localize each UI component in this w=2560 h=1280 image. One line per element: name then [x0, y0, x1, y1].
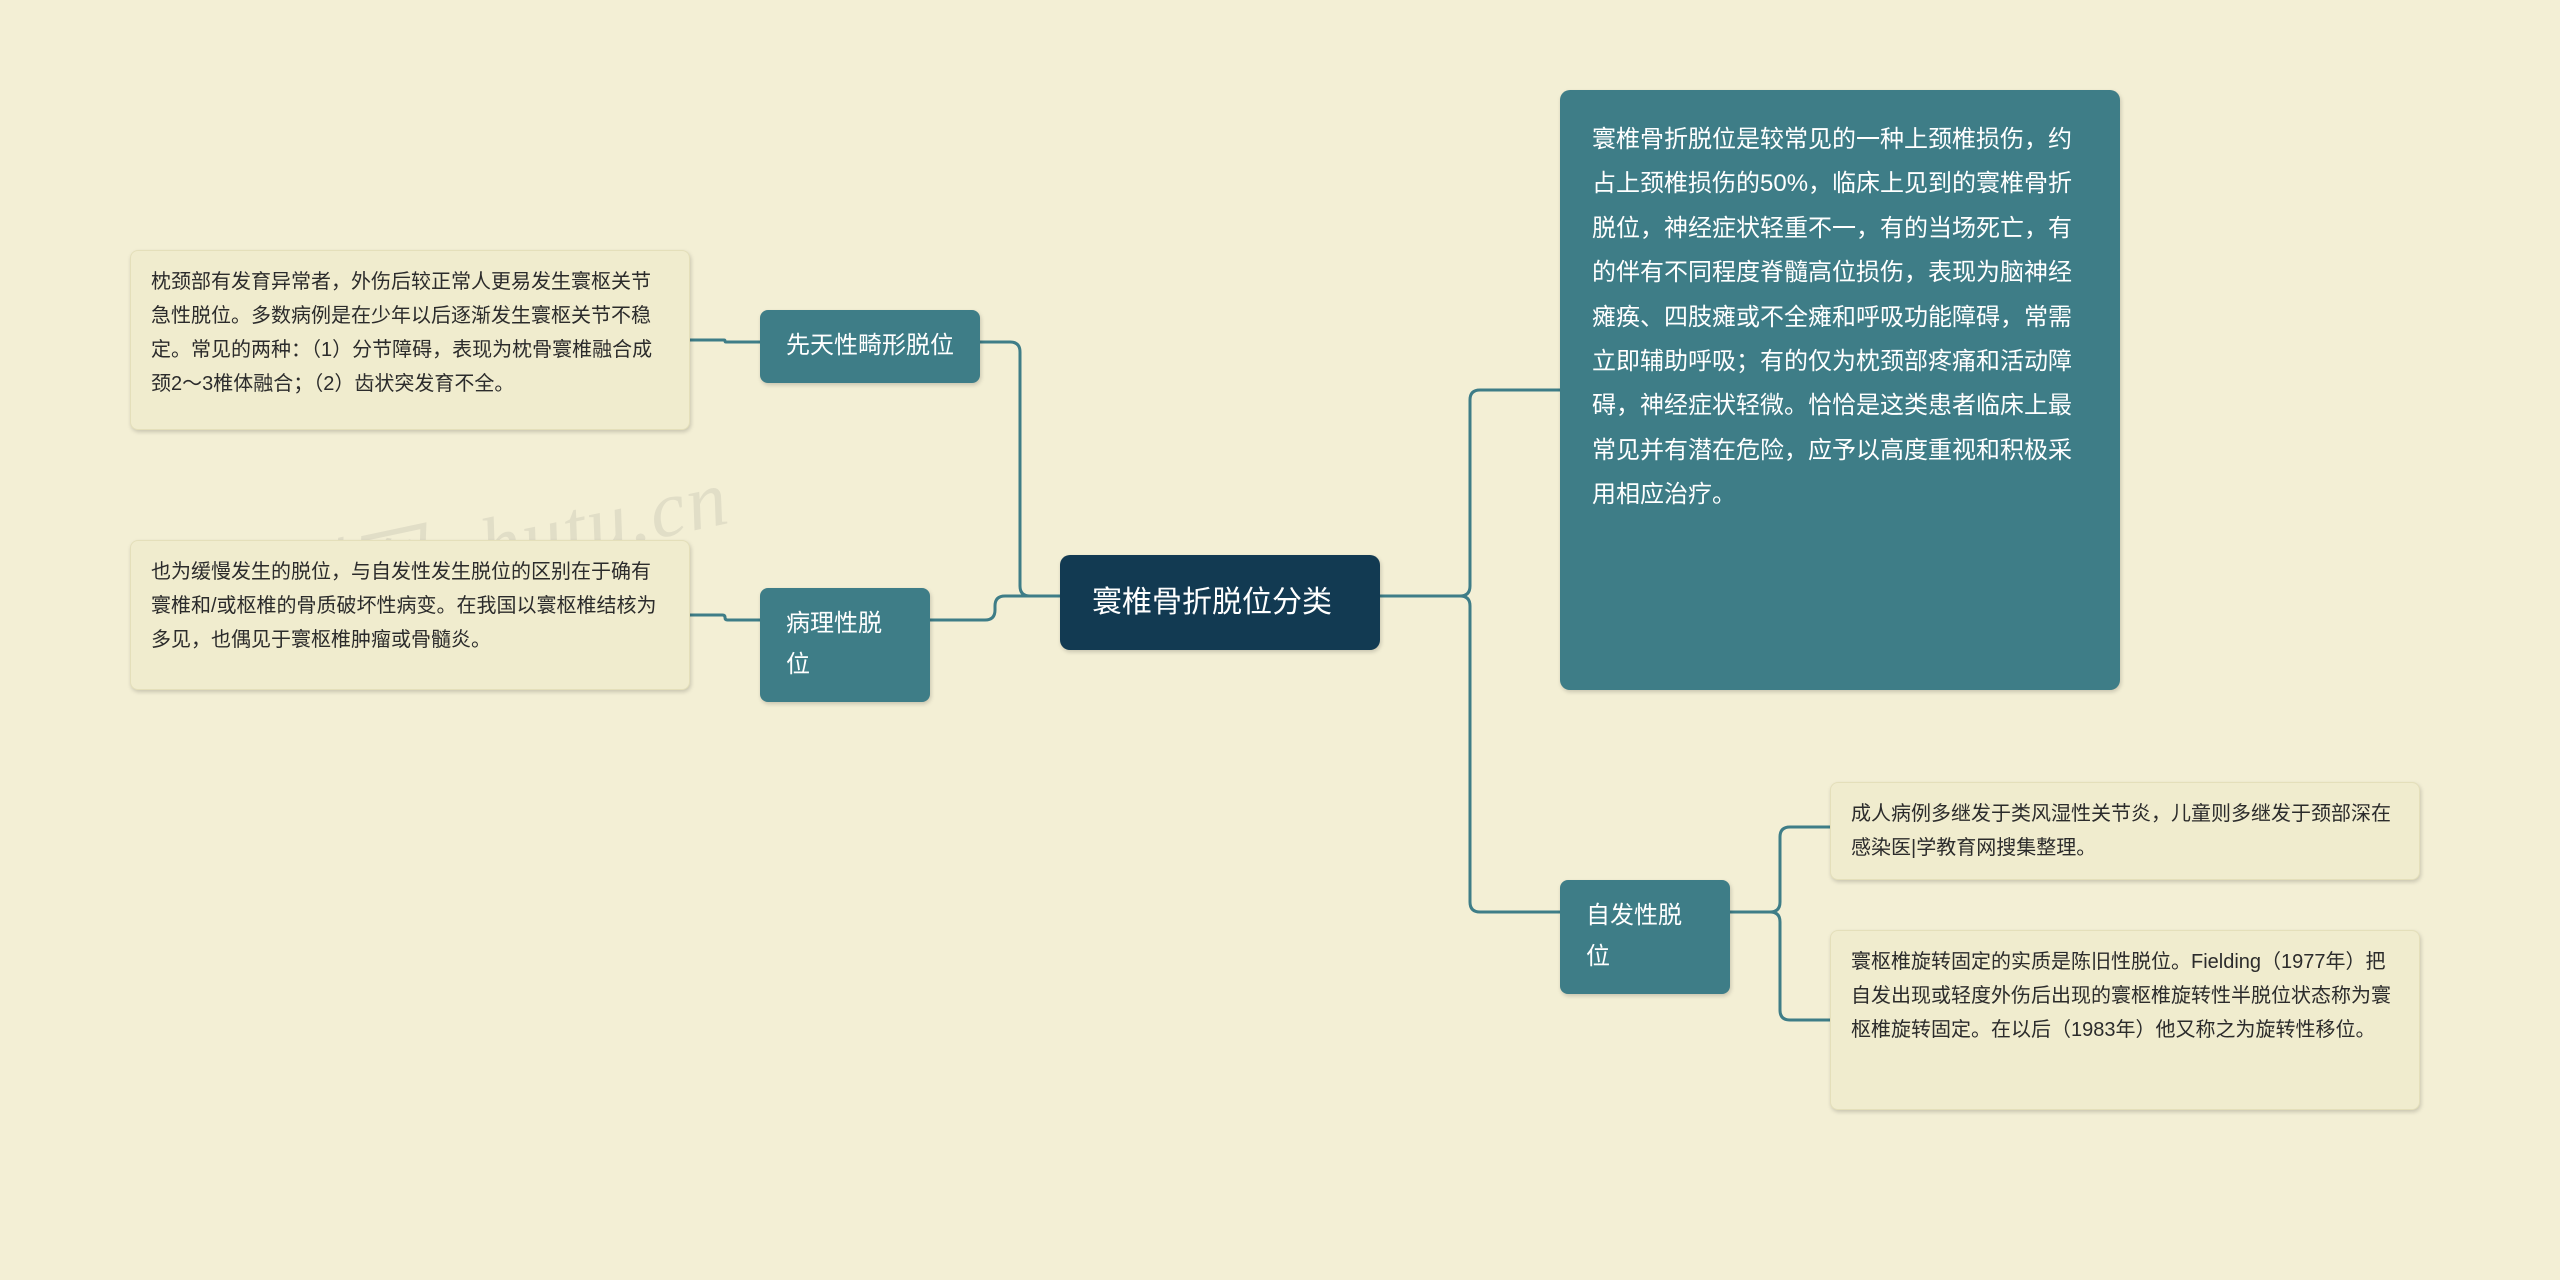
connector [690, 340, 760, 342]
branch-pathological: 病理性脱位 [760, 588, 930, 702]
connector [1730, 827, 1830, 912]
branch-spontaneous: 自发性脱位 [1560, 880, 1730, 994]
leaf-congenital: 枕颈部有发育异常者，外伤后较正常人更易发生寰枢关节急性脱位。多数病例是在少年以后… [130, 250, 690, 430]
connector [980, 342, 1060, 596]
leaf-spontaneous-1: 成人病例多继发于类风湿性关节炎，儿童则多继发于颈部深在感染医|学教育网搜集整理。 [1830, 782, 2420, 880]
leaf-spontaneous-2: 寰枢椎旋转固定的实质是陈旧性脱位。Fielding（1977年）把自发出现或轻度… [1830, 930, 2420, 1110]
connector [690, 615, 760, 620]
connector [930, 596, 1060, 620]
connector [1380, 596, 1560, 912]
root-node: 寰椎骨折脱位分类 [1060, 555, 1380, 650]
branch-congenital: 先天性畸形脱位 [760, 310, 980, 383]
connector [1730, 912, 1830, 1020]
intro-panel: 寰椎骨折脱位是较常见的一种上颈椎损伤，约占上颈椎损伤的50%，临床上见到的寰椎骨… [1560, 90, 2120, 690]
leaf-pathological: 也为缓慢发生的脱位，与自发性发生脱位的区别在于确有寰椎和/或枢椎的骨质破坏性病变… [130, 540, 690, 690]
connector [1380, 390, 1560, 596]
